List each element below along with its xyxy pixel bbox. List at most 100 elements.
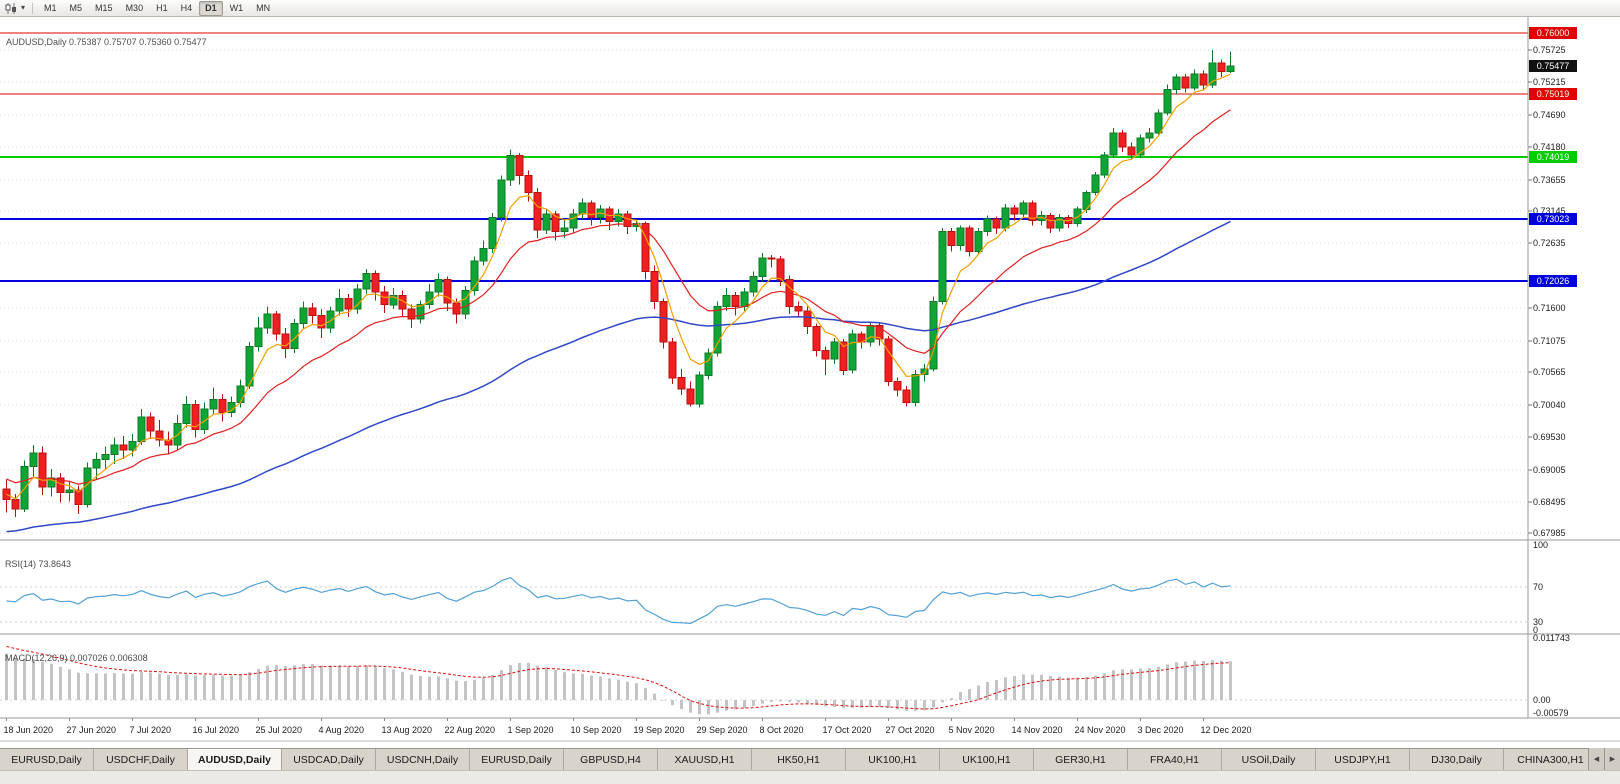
rsi-line — [6, 576, 1231, 625]
level-price-box — [1529, 151, 1577, 163]
rsi-scale-label: 30 — [1533, 617, 1543, 627]
price-tick-label: 0.70040 — [1533, 400, 1566, 410]
svg-text:0.73023: 0.73023 — [1537, 214, 1570, 224]
date-tick-label: 27 Jun 2020 — [67, 725, 117, 735]
date-tick-label: 25 Jul 2020 — [256, 725, 303, 735]
chart-tab-hk50-h1[interactable]: HK50,H1 — [752, 749, 846, 770]
svg-text:0.75019: 0.75019 — [1537, 89, 1570, 99]
svg-text:0.75477: 0.75477 — [1537, 61, 1570, 71]
price-chart-canvas[interactable]: 0.75725 0.75215 0.74690 0.74180 0.73655 0.731… — [0, 17, 1620, 742]
chart-tab-audusd-daily[interactable]: AUDUSD,Daily — [188, 749, 282, 770]
macd-scale-label: -0.00579 — [1533, 708, 1569, 718]
rsi-scale-label: 0 — [1533, 625, 1538, 635]
pane-separators[interactable] — [0, 17, 1620, 742]
chart-area[interactable]: 0.75725 0.75215 0.74690 0.74180 0.73655 0.731… — [0, 17, 1620, 742]
macd-signal-line — [6, 645, 1231, 710]
level-price-box — [1529, 213, 1577, 225]
timeframe-button-m30[interactable]: M30 — [125, 2, 144, 13]
chart-tab-ger30-h1[interactable]: GER30,H1 — [1034, 749, 1128, 770]
price-tick-label: 0.69005 — [1533, 465, 1566, 475]
chart-tab-gbpusd-h4[interactable]: GBPUSD,H4 — [564, 749, 658, 770]
price-tick-label: 0.75215 — [1533, 77, 1566, 87]
tab-scroll-left-icon[interactable]: ◀ — [1588, 748, 1604, 770]
price-tick-label: 0.73655 — [1533, 175, 1566, 185]
top-toolbar: ▾ M1 M5 M15 M30 H1 H4 D1 W1 MN — [0, 0, 1620, 17]
chart-tab-usdcad-daily[interactable]: USDCAD,Daily — [282, 749, 376, 770]
chart-tab-uk100-h1[interactable]: UK100,H1 — [846, 749, 940, 770]
date-tick-label: 16 Jul 2020 — [193, 725, 240, 735]
level-price-box — [1529, 27, 1577, 39]
price-tick-label: 0.74180 — [1533, 142, 1566, 152]
date-tick-label: 1 Sep 2020 — [508, 725, 554, 735]
date-tick-label: 13 Aug 2020 — [382, 725, 433, 735]
price-grid — [0, 49, 1528, 534]
chart-tab-usdchf-daily[interactable]: USDCHF,Daily — [94, 749, 188, 770]
chart-tab-eurusd-daily[interactable]: EURUSD,Daily — [0, 749, 94, 770]
chart-tabs-bar: EURUSD,Daily USDCHF,Daily AUDUSD,Daily USDC… — [0, 748, 1620, 770]
toolbar-separator — [32, 2, 34, 14]
moving-averages — [6, 73, 1231, 533]
horizontal-level-lines[interactable] — [0, 32, 1528, 282]
price-tick-label: 0.70565 — [1533, 367, 1566, 377]
macd-scale-label: 0.011743 — [1533, 633, 1570, 643]
rsi-scale-label: 70 — [1533, 582, 1543, 592]
svg-text:0.74019: 0.74019 — [1537, 152, 1570, 162]
chevron-down-icon[interactable]: ▾ — [21, 3, 26, 12]
svg-text:0.76000: 0.76000 — [1537, 28, 1570, 38]
chart-tab-usoil-daily[interactable]: USOil,Daily — [1222, 749, 1316, 770]
date-tick-label: 10 Sep 2020 — [571, 725, 622, 735]
bottom-strip — [0, 770, 1620, 784]
price-tick-label: 0.71075 — [1533, 336, 1566, 346]
chart-tab-dj30-daily[interactable]: DJ30,Daily — [1410, 749, 1504, 770]
timeframe-button-d1[interactable]: D1 — [199, 0, 223, 16]
chart-tab-china300-h1[interactable]: CHINA300,H1 — [1504, 749, 1598, 770]
chart-tab-usdcnh-daily[interactable]: USDCNH,Daily — [376, 749, 470, 770]
candlestick-chart-icon[interactable] — [3, 2, 20, 14]
candlesticks — [2, 50, 1235, 517]
date-tick-label: 18 Jun 2020 — [4, 725, 54, 735]
svg-text:0.72026: 0.72026 — [1537, 276, 1570, 286]
tab-scroll-right-icon[interactable]: ▶ — [1604, 748, 1620, 770]
chart-tab-xauusd-h1[interactable]: XAUUSD,H1 — [658, 749, 752, 770]
timeframe-button-m5[interactable]: M5 — [69, 2, 83, 13]
level-price-box — [1529, 88, 1577, 100]
price-tick-label: 0.69530 — [1533, 432, 1566, 442]
timeframe-button-w1[interactable]: W1 — [229, 2, 244, 13]
price-tick-label: 0.74690 — [1533, 110, 1566, 120]
price-tick-label: 0.75725 — [1533, 45, 1566, 55]
current-price-box — [1529, 60, 1577, 72]
date-tick-label: 22 Aug 2020 — [445, 725, 496, 735]
date-tick-label: 17 Oct 2020 — [823, 725, 872, 735]
timeframe-button-h1[interactable]: H1 — [156, 2, 168, 13]
rsi-scale-label: 100 — [1533, 540, 1548, 550]
macd-histogram — [5, 653, 1232, 715]
timeframe-buttons: M1 M5 M15 M30 H1 H4 D1 W1 MN — [38, 0, 276, 16]
date-tick-label: 27 Oct 2020 — [886, 725, 935, 735]
date-tick-label: 12 Dec 2020 — [1201, 725, 1252, 735]
chart-tab-fra40-h1[interactable]: FRA40,H1 — [1128, 749, 1222, 770]
date-tick-label: 24 Nov 2020 — [1075, 725, 1126, 735]
date-tick-label: 29 Sep 2020 — [697, 725, 748, 735]
price-tick-label: 0.73145 — [1533, 206, 1566, 216]
date-tick-label: 3 Dec 2020 — [1138, 725, 1184, 735]
price-tick-label: 0.68495 — [1533, 497, 1566, 507]
date-tick-label: 19 Sep 2020 — [634, 725, 685, 735]
macd-scale-label: 0.00 — [1533, 695, 1551, 705]
price-axis[interactable]: 0.75725 0.75215 0.74690 0.74180 0.73655 0.731… — [1528, 27, 1577, 718]
date-tick-label: 14 Nov 2020 — [1012, 725, 1063, 735]
timeframe-button-h4[interactable]: H4 — [180, 2, 193, 13]
date-tick-label: 7 Jul 2020 — [130, 725, 172, 735]
date-tick-label: 8 Oct 2020 — [760, 725, 804, 735]
price-tick-label: 0.71600 — [1533, 303, 1566, 313]
price-tick-label: 0.67985 — [1533, 528, 1566, 538]
time-axis[interactable]: 18 Jun 2020 27 Jun 2020 7 Jul 2020 16 Jul 2… — [4, 718, 1252, 735]
chart-tab-uk100-h1[interactable]: UK100,H1 — [940, 749, 1034, 770]
date-tick-label: 4 Aug 2020 — [319, 725, 365, 735]
chart-tab-eurusd-daily[interactable]: EURUSD,Daily — [470, 749, 564, 770]
timeframe-button-mn[interactable]: MN — [256, 2, 271, 13]
chart-tab-usdjpy-h1[interactable]: USDJPY,H1 — [1316, 749, 1410, 770]
timeframe-button-m1[interactable]: M1 — [44, 2, 57, 13]
level-price-box — [1529, 275, 1577, 287]
tab-scroll-arrows: ◀ ▶ — [1588, 748, 1620, 770]
timeframe-button-m15[interactable]: M15 — [95, 2, 113, 13]
